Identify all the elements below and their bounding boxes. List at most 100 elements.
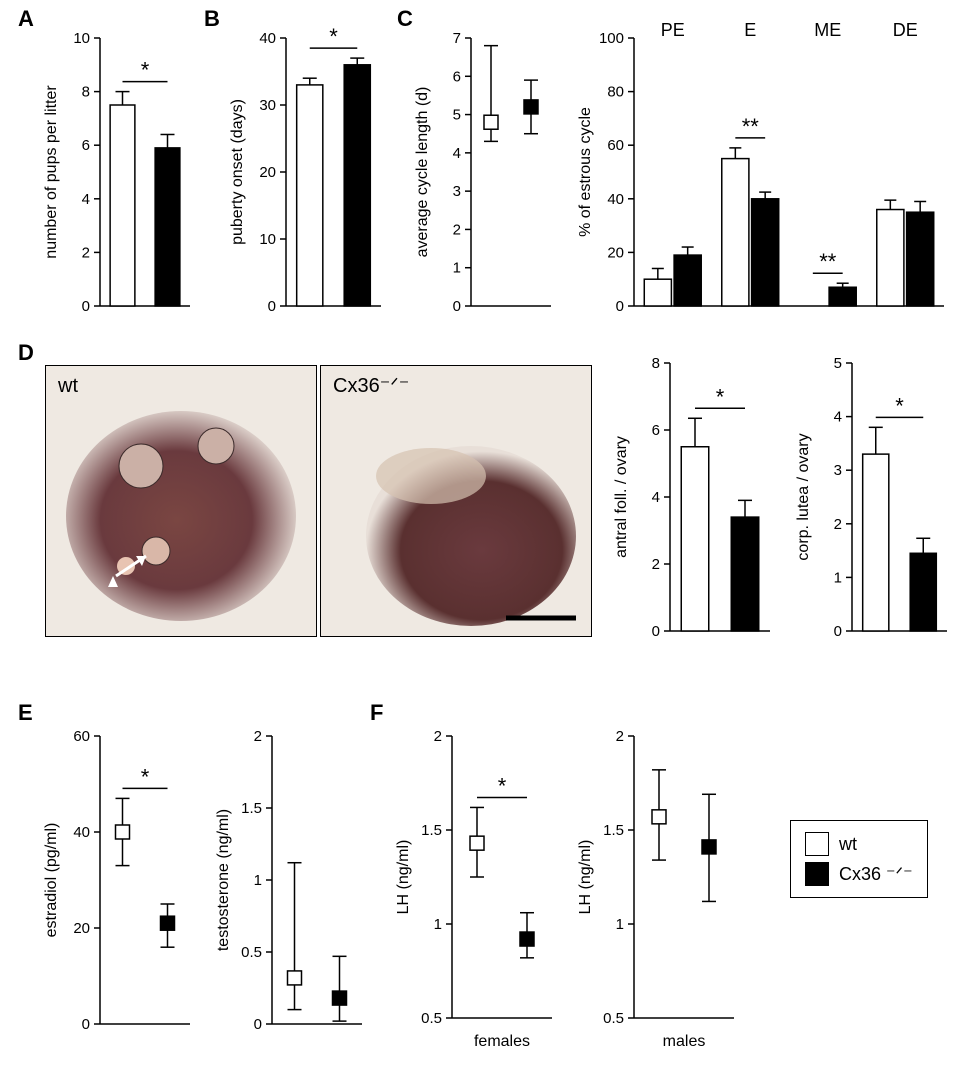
- svg-text:puberty onset (days): puberty onset (days): [229, 99, 246, 245]
- legend-ko: Cx36 ⁻ᐟ⁻: [805, 859, 913, 889]
- chart-b: 0 10 20 30 40 puberty onset (days) *: [224, 20, 389, 320]
- legend: wt Cx36 ⁻ᐟ⁻: [790, 820, 928, 898]
- chart-e-right: 0 0.5 1 1.5 2 testosterone (ng/ml): [210, 718, 370, 1038]
- svg-text:LH (ng/ml): LH (ng/ml): [395, 840, 412, 915]
- svg-text:1: 1: [616, 916, 624, 933]
- histology-ko-label: Cx36⁻ᐟ⁻: [333, 375, 409, 397]
- svg-text:10: 10: [73, 30, 90, 47]
- svg-text:5: 5: [453, 107, 461, 124]
- svg-text:100: 100: [599, 30, 624, 47]
- svg-text:40: 40: [259, 30, 276, 47]
- panel-label-d: D: [18, 340, 34, 366]
- svg-text:30: 30: [259, 97, 276, 114]
- svg-text:corp. lutea / ovary: corp. lutea / ovary: [795, 433, 812, 560]
- svg-text:PE: PE: [661, 20, 685, 40]
- svg-text:2: 2: [254, 728, 262, 745]
- swatch-ko: [805, 862, 829, 886]
- svg-text:2: 2: [453, 221, 461, 238]
- svg-text:7: 7: [453, 30, 461, 47]
- svg-text:**: **: [819, 249, 837, 274]
- svg-text:*: *: [895, 393, 904, 418]
- svg-text:2: 2: [434, 728, 442, 745]
- panel-label-f: F: [370, 700, 383, 726]
- svg-text:40: 40: [607, 191, 624, 208]
- svg-text:0: 0: [254, 1016, 262, 1033]
- panel-label-a: A: [18, 6, 34, 32]
- svg-text:0: 0: [834, 623, 842, 640]
- legend-ko-label: Cx36 ⁻ᐟ⁻: [839, 859, 913, 889]
- svg-text:*: *: [141, 58, 150, 83]
- svg-text:DE: DE: [893, 20, 918, 40]
- chart-f-left: 0.511.52LH (ng/ml)females*: [390, 718, 560, 1058]
- svg-text:number of pups per litter: number of pups per litter: [43, 85, 60, 259]
- svg-text:1: 1: [453, 260, 461, 277]
- svg-text:ME: ME: [814, 20, 841, 40]
- svg-text:0: 0: [652, 623, 660, 640]
- histology-wt-label: wt: [57, 375, 78, 397]
- svg-text:estradiol (pg/ml): estradiol (pg/ml): [43, 823, 60, 938]
- svg-text:6: 6: [453, 68, 461, 85]
- svg-text:males: males: [663, 1033, 706, 1050]
- svg-text:20: 20: [259, 164, 276, 181]
- svg-text:8: 8: [652, 355, 660, 372]
- svg-text:1.5: 1.5: [241, 800, 262, 817]
- svg-text:5: 5: [834, 355, 842, 372]
- svg-text:3: 3: [453, 183, 461, 200]
- svg-text:80: 80: [607, 84, 624, 101]
- svg-text:20: 20: [73, 920, 90, 937]
- svg-text:1: 1: [834, 569, 842, 586]
- swatch-wt: [805, 832, 829, 856]
- svg-text:0: 0: [616, 298, 624, 315]
- svg-text:4: 4: [82, 191, 90, 208]
- svg-text:females: females: [474, 1033, 530, 1050]
- svg-text:2: 2: [82, 244, 90, 261]
- svg-text:*: *: [141, 764, 150, 789]
- svg-text:0: 0: [453, 298, 461, 315]
- svg-text:E: E: [744, 20, 756, 40]
- svg-text:*: *: [716, 384, 725, 409]
- svg-text:60: 60: [607, 137, 624, 154]
- svg-text:2: 2: [652, 556, 660, 573]
- svg-text:% of estrous cycle: % of estrous cycle: [577, 107, 594, 237]
- panel-label-b: B: [204, 6, 220, 32]
- chart-c-right: 0 20 40 60 80 100 % of estrous cycle PE E ** ME ** D…: [572, 20, 952, 320]
- svg-text:0: 0: [82, 298, 90, 315]
- svg-text:60: 60: [73, 728, 90, 745]
- panel-label-e: E: [18, 700, 33, 726]
- chart-a: 0 2 4 6 8 10 number of pups per litter *: [38, 20, 198, 320]
- svg-text:LH (ng/ml): LH (ng/ml): [577, 840, 594, 915]
- svg-text:testosterone (ng/ml): testosterone (ng/ml): [215, 809, 232, 951]
- svg-text:0: 0: [268, 298, 276, 315]
- chart-d1: 0 2 4 6 8 antral foll. / ovary *: [608, 345, 778, 645]
- svg-text:*: *: [329, 24, 338, 49]
- svg-text:2: 2: [834, 516, 842, 533]
- svg-text:40: 40: [73, 824, 90, 841]
- svg-text:1.5: 1.5: [421, 822, 442, 839]
- svg-text:10: 10: [259, 231, 276, 248]
- histology-ko: Cx36⁻ᐟ⁻: [320, 365, 592, 637]
- svg-text:2: 2: [616, 728, 624, 745]
- svg-text:0.5: 0.5: [421, 1010, 442, 1027]
- svg-text:3: 3: [834, 462, 842, 479]
- svg-text:1.5: 1.5: [603, 822, 624, 839]
- histology-wt: wt: [45, 365, 317, 637]
- chart-e-left: 0 20 40 60 estradiol (pg/ml) *: [38, 718, 198, 1038]
- legend-wt: wt: [805, 829, 913, 859]
- svg-text:0.5: 0.5: [241, 944, 262, 961]
- svg-text:**: **: [742, 114, 760, 139]
- svg-text:0: 0: [82, 1016, 90, 1033]
- svg-text:4: 4: [453, 145, 461, 162]
- svg-text:1: 1: [254, 872, 262, 889]
- chart-c-left: 01234567average cycle length (d): [409, 20, 559, 320]
- chart-f-right: 0.5 1 1.5 2 LH (ng/ml) males: [572, 718, 742, 1058]
- svg-text:20: 20: [607, 244, 624, 261]
- legend-wt-label: wt: [839, 829, 857, 859]
- svg-text:antral foll. / ovary: antral foll. / ovary: [613, 436, 630, 558]
- svg-text:6: 6: [652, 422, 660, 439]
- svg-text:0.5: 0.5: [603, 1010, 624, 1027]
- svg-text:6: 6: [82, 137, 90, 154]
- svg-text:8: 8: [82, 84, 90, 101]
- svg-text:4: 4: [652, 489, 660, 506]
- svg-text:4: 4: [834, 409, 842, 426]
- svg-text:*: *: [498, 773, 507, 798]
